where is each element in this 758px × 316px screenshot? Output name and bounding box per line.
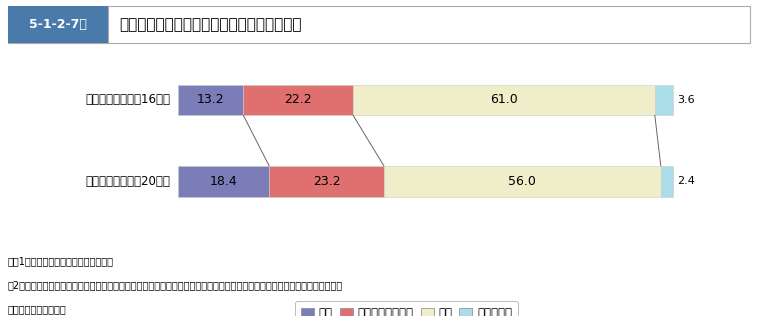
Text: 61.0: 61.0 [490, 94, 518, 106]
Bar [269, 166, 384, 197]
Text: 5-1-2-7図: 5-1-2-7図 [29, 18, 86, 31]
Bar [384, 166, 661, 197]
Text: 3.6: 3.6 [678, 95, 695, 105]
Bar [178, 166, 269, 197]
Text: 2　「良い」は，「とても良い」と「まあまあ良い」を合計したものであり，「悪い」は「やや悪い」と「とても悪い」を合: 2 「良い」は，「とても良い」と「まあまあ良い」を合計したものであり，「悪い」は… [8, 280, 343, 290]
Text: 2.4: 2.4 [678, 176, 695, 186]
Text: 56.0: 56.0 [509, 175, 536, 188]
Bar [353, 85, 655, 115]
Text: 注　1　法務総合研究所の調査による。: 注 1 法務総合研究所の調査による。 [8, 256, 114, 266]
Text: 第３回調査（平成20年）: 第３回調査（平成20年） [86, 175, 171, 188]
Text: 現在の我が国の治安に関する認識の経年比較: 現在の我が国の治安に関する認識の経年比較 [119, 17, 302, 32]
Text: 22.2: 22.2 [284, 94, 312, 106]
Legend: 良い, 良くも悪くもない, 悪い, わからない: 良い, 良くも悪くもない, 悪い, わからない [295, 301, 518, 316]
Bar [178, 85, 243, 115]
Text: 13.2: 13.2 [197, 94, 224, 106]
Text: 18.4: 18.4 [210, 175, 237, 188]
Bar [243, 85, 353, 115]
Bar [661, 166, 672, 197]
Text: 23.2: 23.2 [312, 175, 340, 188]
Bar [655, 85, 672, 115]
Text: 計したものである。: 計したものである。 [8, 304, 67, 314]
Text: 第２回調査（平成16年）: 第２回調査（平成16年） [86, 94, 171, 106]
Bar [8, 6, 108, 43]
